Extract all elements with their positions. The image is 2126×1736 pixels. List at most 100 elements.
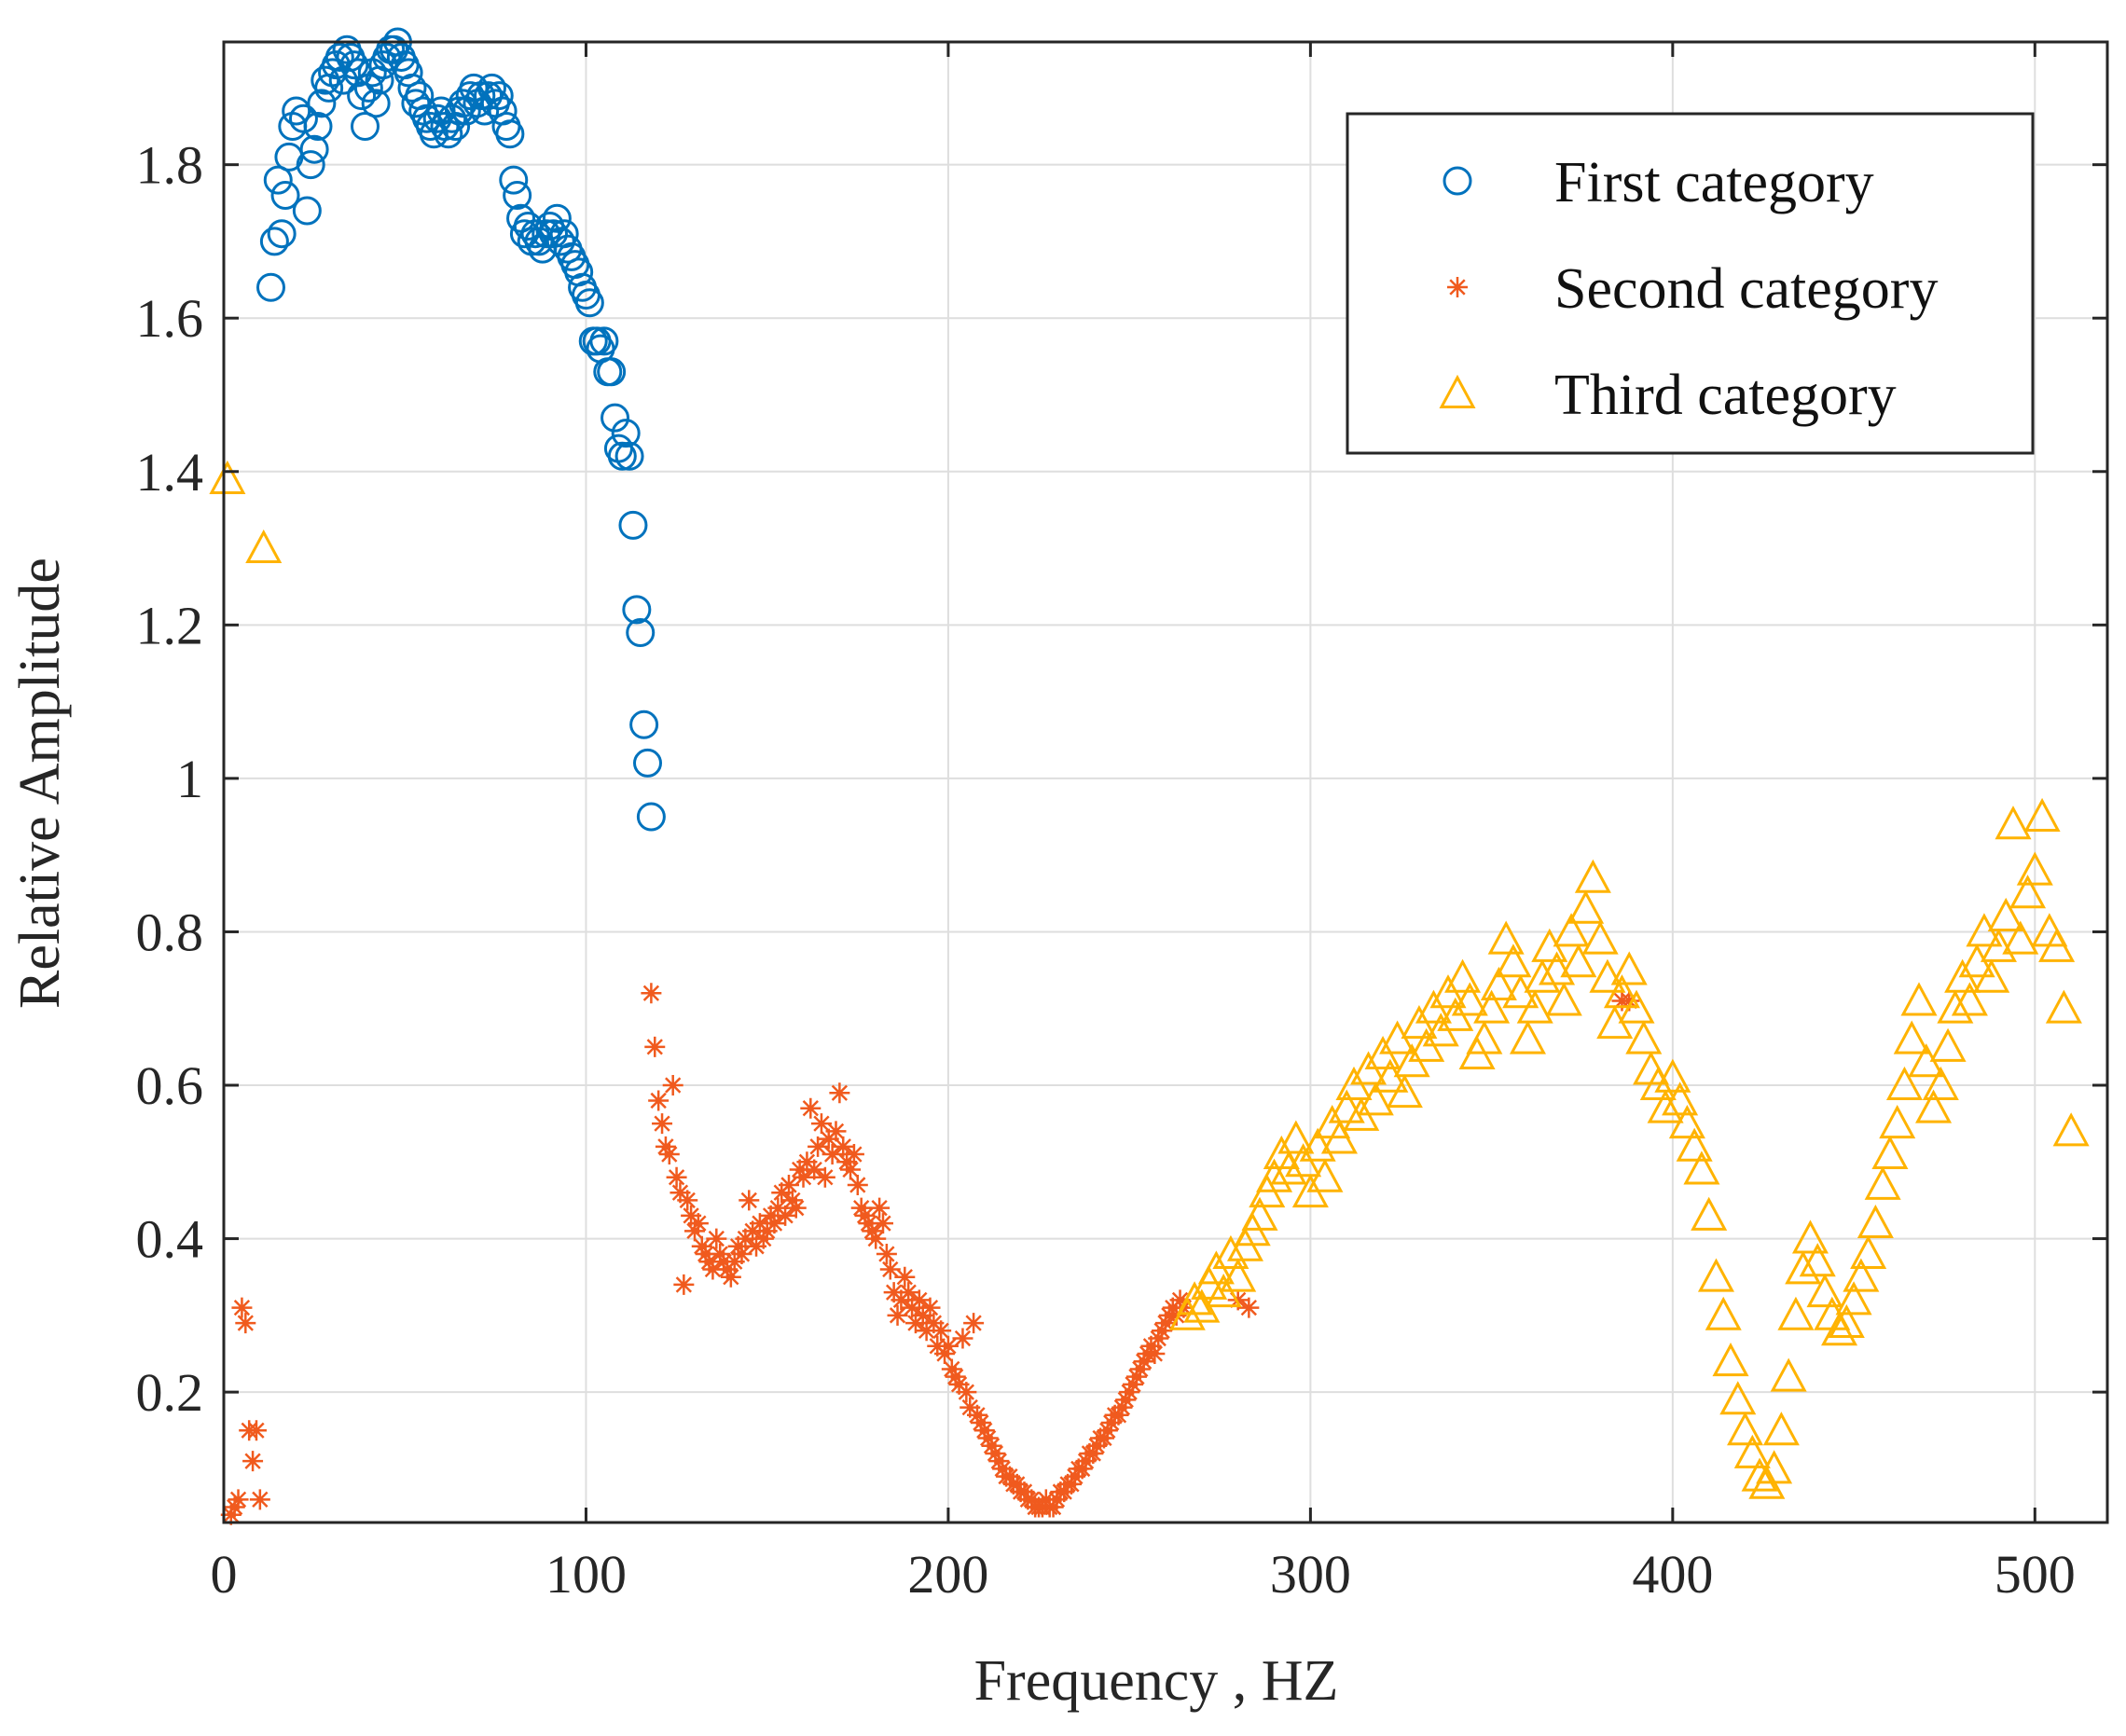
data-point — [1705, 1296, 1742, 1330]
y-tick-label: 1 — [176, 749, 203, 809]
data-point — [1560, 944, 1597, 978]
data-point — [999, 1466, 1020, 1487]
data-point — [361, 89, 391, 118]
data-point — [916, 1320, 937, 1342]
y-tick-label: 1.6 — [136, 288, 204, 349]
data-point — [245, 1420, 267, 1441]
x-tick-label: 300 — [1270, 1544, 1351, 1605]
data-point — [724, 1251, 745, 1273]
data-point — [840, 1159, 862, 1180]
data-point — [1879, 1104, 1916, 1139]
data-point — [1212, 1234, 1249, 1269]
data-point — [731, 1244, 752, 1265]
data-point — [1777, 1296, 1815, 1330]
data-point — [652, 1113, 673, 1135]
data-point — [611, 419, 641, 448]
data-point — [847, 1174, 868, 1195]
series-3 — [209, 460, 2090, 1499]
data-point — [1995, 806, 2032, 840]
data-point — [1093, 1427, 1114, 1449]
data-point — [655, 1136, 676, 1157]
data-point — [245, 529, 283, 563]
data-point — [1277, 1120, 1315, 1154]
data-point — [1299, 1127, 1336, 1162]
data-point — [1835, 1281, 1872, 1316]
data-point — [1119, 1382, 1140, 1403]
data-point — [2002, 920, 2039, 955]
data-point — [1129, 1358, 1151, 1380]
y-tick-label: 1.8 — [136, 135, 204, 196]
data-point — [1166, 1304, 1187, 1326]
data-point — [691, 1235, 712, 1257]
data-point — [1169, 1289, 1191, 1311]
data-point — [716, 1259, 738, 1280]
data-point — [1386, 1074, 1423, 1109]
data-point — [752, 1228, 774, 1249]
data-point — [902, 1297, 923, 1318]
data-point — [1806, 1274, 1843, 1308]
data-point — [288, 103, 318, 133]
data-point — [873, 1213, 893, 1234]
data-point — [607, 441, 637, 471]
data-point — [981, 1435, 1002, 1456]
data-point — [459, 73, 489, 103]
data-point — [771, 1182, 793, 1204]
data-point — [1900, 982, 1938, 1016]
data-point — [1785, 1250, 1822, 1285]
data-point — [1054, 1481, 1075, 1503]
data-point — [1444, 958, 1482, 993]
y-tick-label: 0.8 — [136, 902, 204, 962]
data-point — [1951, 982, 1988, 1016]
data-point — [1125, 1366, 1147, 1387]
data-point — [1357, 1082, 1394, 1116]
data-point — [706, 1228, 727, 1249]
data-point — [1857, 1204, 1894, 1239]
data-point — [1843, 1258, 1880, 1292]
data-point — [2009, 875, 2047, 909]
data-point — [618, 510, 648, 540]
data-point — [256, 272, 285, 302]
data-point — [1662, 1082, 1699, 1116]
data-point — [662, 1075, 683, 1096]
data-point — [589, 326, 619, 356]
data-point — [973, 1420, 995, 1441]
data-point — [829, 1082, 850, 1104]
data-point — [1097, 1420, 1118, 1441]
data-point — [1922, 1066, 1959, 1100]
data-point — [1328, 1089, 1365, 1123]
data-point — [681, 1205, 702, 1226]
legend-label: First category — [1554, 151, 1874, 214]
data-point — [1610, 951, 1648, 985]
data-point — [931, 1320, 952, 1342]
data-point — [1654, 1058, 1691, 1093]
data-point — [992, 1458, 1014, 1480]
data-point — [1756, 1450, 1793, 1484]
data-point — [574, 288, 604, 318]
axes-box — [222, 40, 2109, 1524]
data-point — [614, 441, 644, 471]
data-point — [749, 1213, 770, 1234]
data-point — [1306, 1158, 1344, 1192]
data-point — [299, 134, 329, 164]
data-point — [1791, 1219, 1829, 1254]
data-point — [684, 1220, 705, 1242]
data-point — [1238, 1297, 1260, 1318]
data-point — [1100, 1412, 1122, 1434]
data-point — [818, 1128, 839, 1150]
data-point — [1871, 1135, 1909, 1170]
y-tick-label: 0.6 — [136, 1055, 204, 1116]
data-point — [503, 181, 532, 211]
data-point — [476, 73, 506, 103]
data-point — [1046, 1489, 1068, 1510]
data-point — [513, 211, 543, 241]
data-point — [804, 1159, 825, 1180]
data-point — [1495, 944, 1532, 978]
data-point — [1148, 1328, 1169, 1349]
data-point — [1061, 1473, 1082, 1495]
data-point — [601, 403, 630, 433]
data-point — [967, 1404, 987, 1426]
data-point — [894, 1266, 916, 1288]
data-point — [1227, 1289, 1249, 1311]
data-point — [1466, 1020, 1503, 1054]
data-point — [1618, 989, 1655, 1024]
